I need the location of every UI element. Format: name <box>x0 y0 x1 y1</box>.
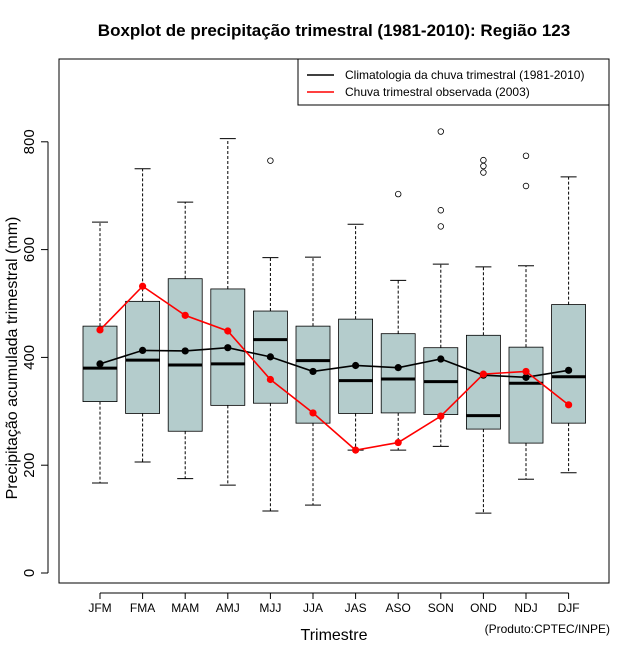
series-point <box>352 446 360 454</box>
x-tick-label: MAM <box>171 601 199 615</box>
series-point <box>139 282 147 290</box>
series-lines <box>96 282 573 454</box>
outlier-point <box>522 152 530 160</box>
outlier-point <box>480 162 487 170</box>
y-axis-title: Precipitação acumulada trimestral (mm) <box>4 217 21 500</box>
series-point <box>224 327 232 335</box>
y-tick-label: 600 <box>21 237 38 262</box>
y-axis: 0 200 400 600 800 <box>21 129 49 577</box>
box-SON <box>423 128 459 447</box>
series-point <box>139 346 147 354</box>
x-tick-label: SON <box>428 601 454 615</box>
box-MAM <box>167 201 203 480</box>
x-tick-label: MJJ <box>259 601 281 615</box>
x-tick-label: DJF <box>558 601 580 615</box>
outlier-point <box>480 156 487 164</box>
credit-text: (Produto:CPTEC/INPE) <box>485 622 610 636</box>
y-tick-label: 0 <box>21 569 38 577</box>
box-body <box>465 334 501 430</box>
outlier-point <box>480 169 487 176</box>
box-JFM <box>82 221 118 484</box>
box-JJA <box>295 256 331 506</box>
box-body <box>508 346 544 444</box>
series-point <box>394 438 402 447</box>
series-line <box>99 346 569 379</box>
series-point <box>565 366 573 374</box>
box-JAS <box>338 223 374 451</box>
series-point <box>437 412 445 420</box>
box-ASO <box>380 190 416 451</box>
x-tick-label: JJA <box>303 601 323 615</box>
chart-title: Boxplot de precipitação trimestral (1981… <box>98 21 570 40</box>
box-body <box>380 333 416 414</box>
box-body <box>125 300 160 414</box>
observed-series <box>96 282 573 454</box>
box-AMJ <box>210 138 246 486</box>
box-FMA <box>125 168 160 463</box>
boxes <box>82 128 586 514</box>
series-point <box>266 375 274 384</box>
series-point <box>352 361 360 370</box>
series-point <box>309 409 317 417</box>
outlier-point <box>437 207 444 214</box>
outlier-point <box>437 128 444 135</box>
outlier-point <box>522 182 530 190</box>
box-body <box>167 278 203 432</box>
legend: Climatologia da chuva trimestral (1981-2… <box>297 58 610 106</box>
box-NDJ <box>508 152 544 480</box>
y-tick-label: 800 <box>21 129 38 154</box>
box-DJF <box>551 176 586 474</box>
y-tick-label: 200 <box>21 453 38 478</box>
series-point <box>309 367 317 376</box>
series-point <box>181 347 189 355</box>
x-tick-label: OND <box>470 601 497 615</box>
outlier-point <box>437 223 444 230</box>
series-line <box>99 285 570 451</box>
series-point <box>522 373 530 381</box>
box-OND <box>465 156 501 514</box>
series-point <box>565 401 573 409</box>
legend-label: Chuva trimestral observada (2003) <box>345 85 530 99</box>
outlier-point <box>267 157 274 164</box>
series-point <box>394 364 402 372</box>
series-point <box>96 326 104 334</box>
outlier-point <box>395 190 402 198</box>
x-tick-label: AMJ <box>216 601 240 615</box>
legend-box <box>297 58 610 106</box>
x-tick-label: ASO <box>386 601 411 615</box>
x-axis: JFM FMA MAM AMJ MJJ JJA JAS ASO SON OND NDJ DJF <box>88 592 580 615</box>
climatology-series <box>96 344 573 381</box>
series-point <box>224 344 232 352</box>
series-point <box>96 360 104 368</box>
x-tick-label: JAS <box>345 601 367 615</box>
series-point <box>437 355 445 363</box>
series-point <box>266 353 274 361</box>
x-tick-label: FMA <box>130 601 155 615</box>
legend-label: Climatologia da chuva trimestral (1981-2… <box>345 68 584 82</box>
series-point <box>479 370 487 378</box>
y-tick-label: 400 <box>21 345 38 370</box>
series-point <box>181 311 189 319</box>
x-tick-label: NDJ <box>514 601 537 615</box>
x-tick-label: JFM <box>88 601 111 615</box>
box-MJJ <box>252 157 288 512</box>
series-point <box>522 367 530 376</box>
x-axis-title: Trimestre <box>301 627 368 644</box>
